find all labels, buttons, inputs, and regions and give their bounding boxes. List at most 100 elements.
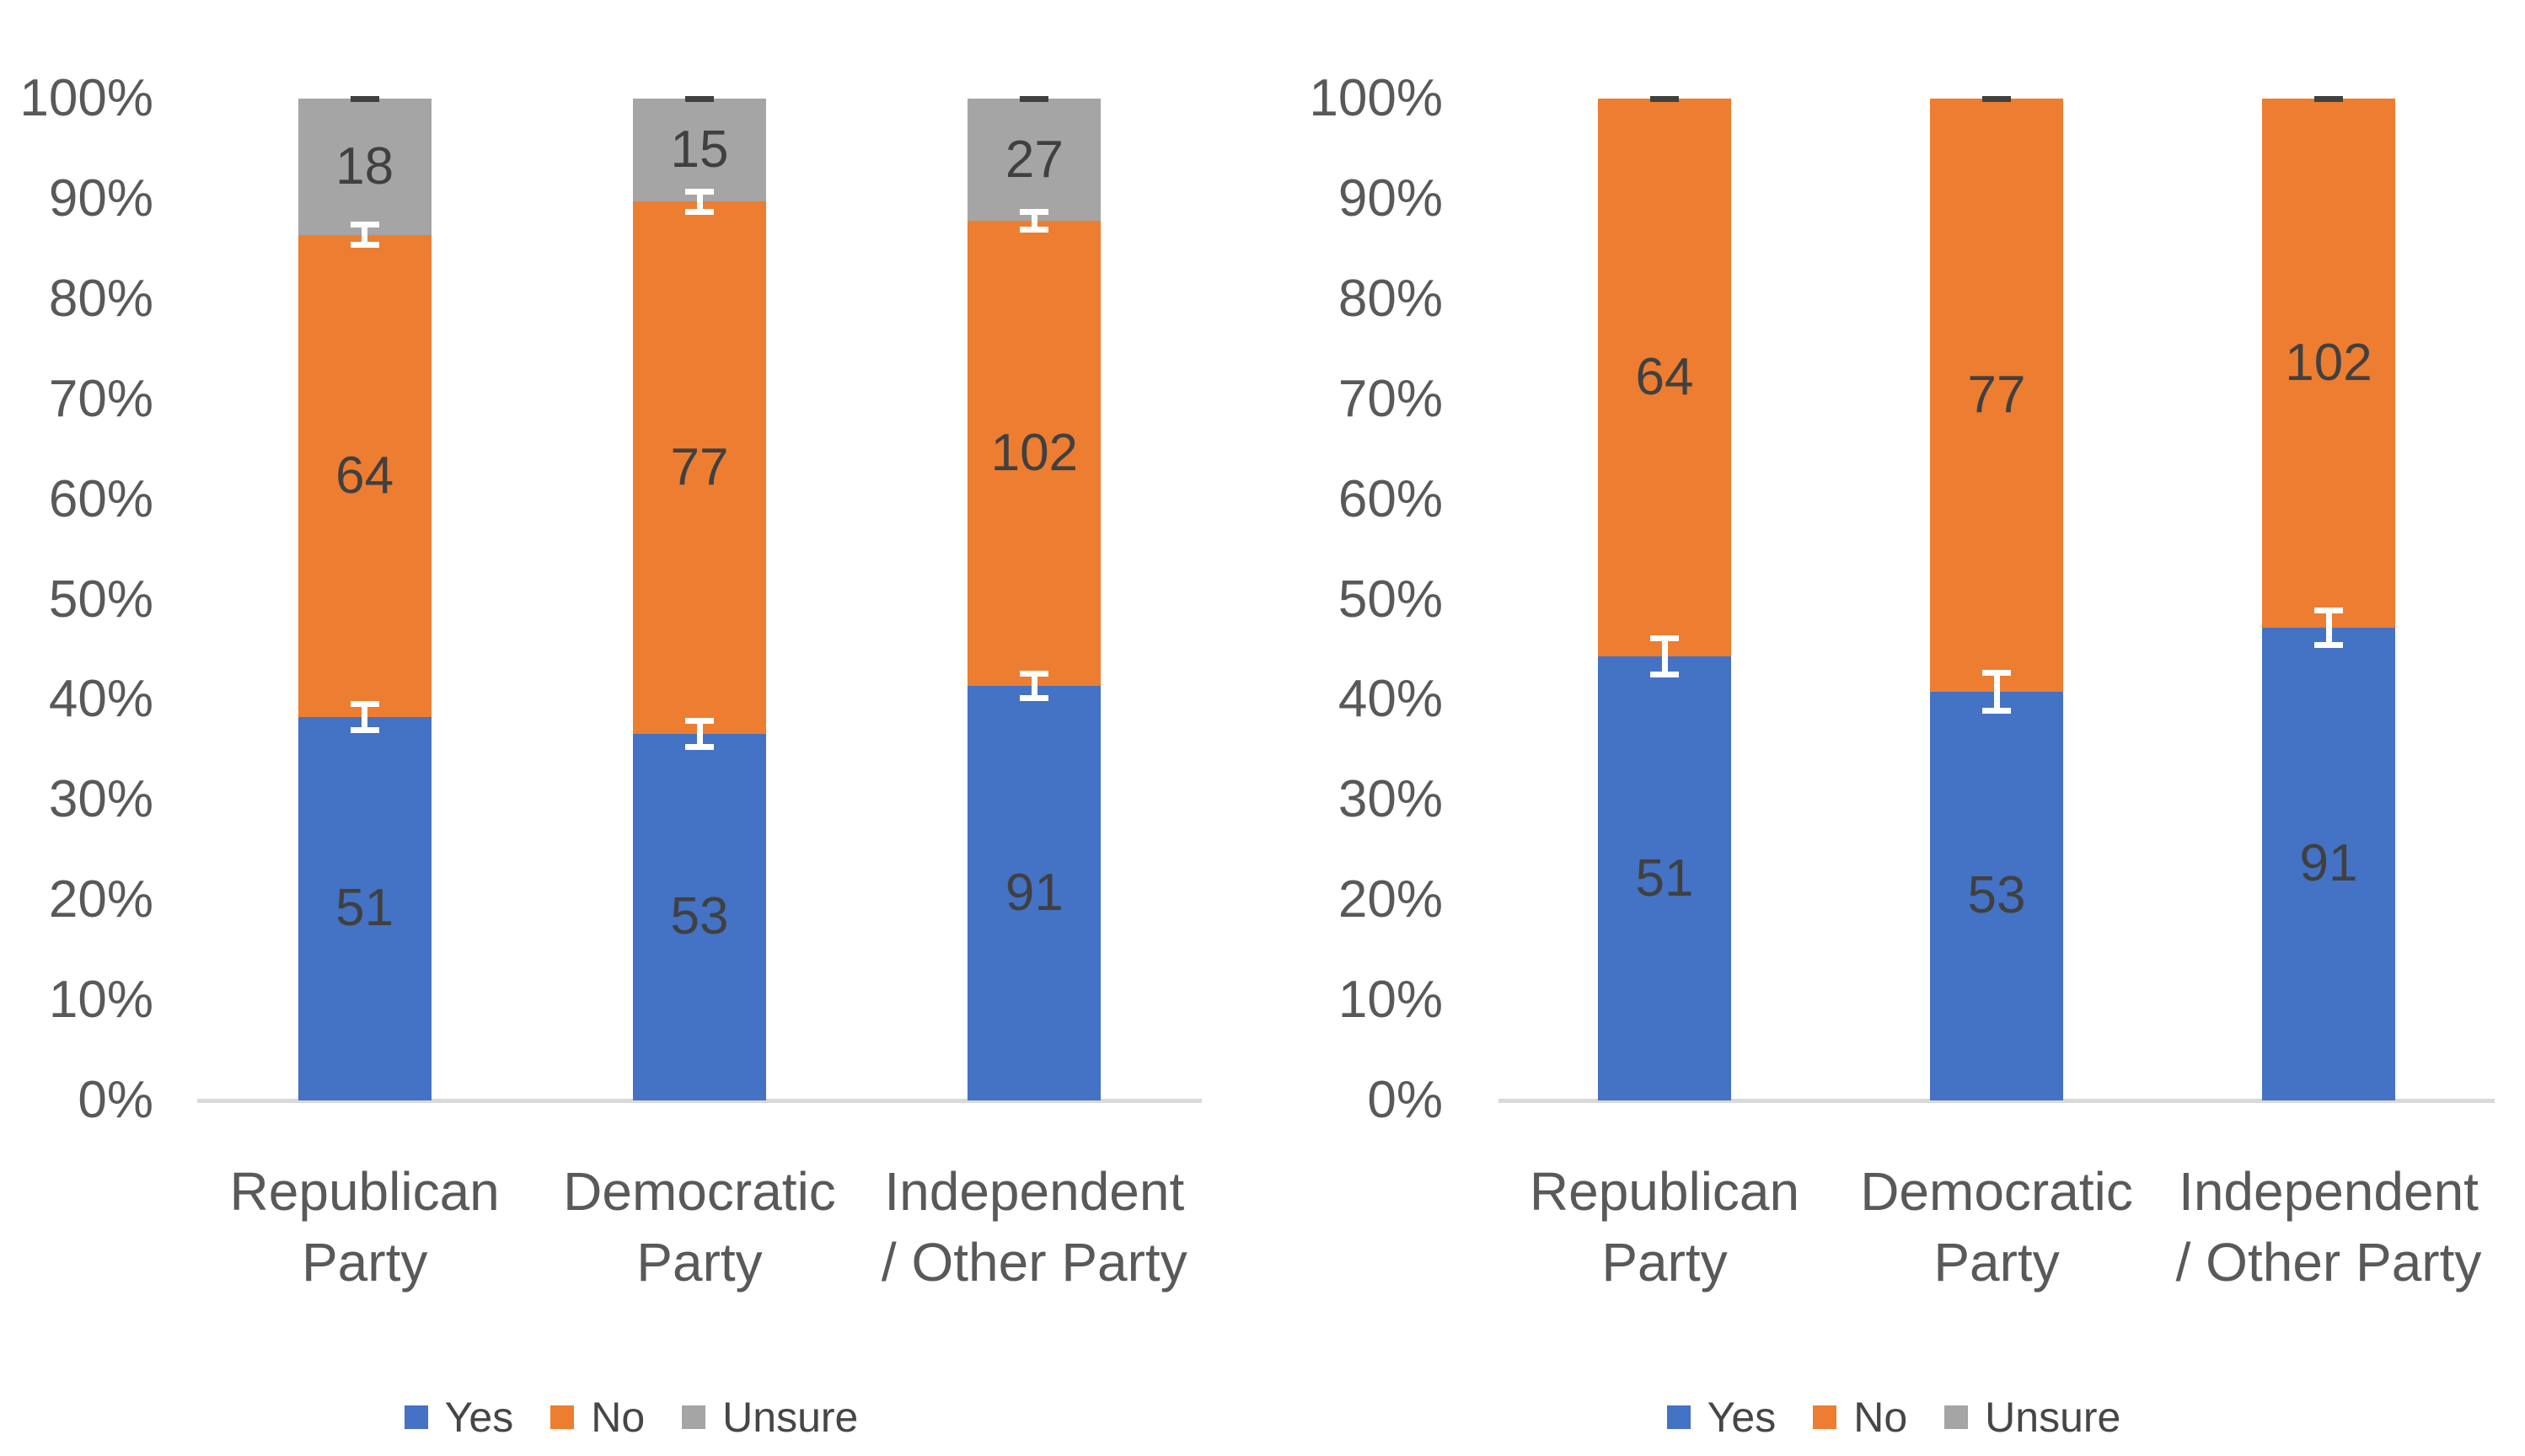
y-axis-tick-label: 60% [48, 469, 153, 528]
legend-item-unsure: Unsure [682, 1394, 858, 1440]
y-axis-tick-label: 20% [1338, 870, 1443, 929]
category-label: Republican Party [197, 1156, 532, 1298]
legend-label: Unsure [1985, 1394, 2121, 1441]
bar-segment-yes [968, 685, 1102, 1100]
stacked-bar: 51 64 18 [298, 99, 432, 1100]
error-bar-cap [1982, 669, 2011, 676]
y-axis-tick-label: 10% [1338, 971, 1443, 1030]
category-label-line: Party [1933, 1232, 2060, 1293]
y-axis-tick-label: 50% [48, 570, 153, 629]
legend-label: Unsure [722, 1394, 859, 1441]
plot-area: 51 64 53 77 91 102 [1498, 95, 2495, 1103]
error-bar-line [1031, 673, 1037, 699]
error-bar-cap [2314, 641, 2343, 648]
error-bar-line [1661, 638, 1668, 675]
bar-segment-yes [633, 733, 766, 1100]
error-bar-dash [1982, 95, 2011, 102]
error-bar-cap [1650, 635, 1679, 642]
error-bar-line [362, 704, 368, 731]
y-axis-tick-label: 10% [48, 971, 153, 1030]
error-bar-cap [685, 208, 714, 215]
y-axis-tick-label: 80% [48, 269, 153, 328]
legend: Yes No Unsure [1262, 1394, 2525, 1440]
bar-segment-no [2262, 99, 2395, 628]
error-bar-dash [1650, 95, 1679, 102]
y-axis-tick-label: 70% [48, 369, 153, 428]
plot-area: 51 64 18 53 77 15 91 102 27 [197, 95, 1202, 1103]
category-label-line: Party [301, 1232, 428, 1293]
y-axis-tick-label: 40% [1338, 670, 1443, 729]
data-label-no: 64 [335, 446, 394, 505]
y-axis-tick-label: 80% [1338, 269, 1443, 328]
category-label-line: Republican [1529, 1161, 1800, 1222]
error-bar-cap [1020, 208, 1049, 215]
stacked-bar: 91 102 [2262, 99, 2395, 1100]
legend: Yes No Unsure [0, 1394, 1262, 1440]
stacked-bar: 51 64 [1598, 99, 1731, 1100]
error-bar-dash [1020, 95, 1049, 102]
bar-segment-yes [1598, 656, 1731, 1100]
legend-label: Yes [444, 1394, 514, 1441]
data-label-unsure: 15 [670, 120, 729, 179]
error-bar-cap [350, 700, 379, 707]
error-bar-dash [350, 95, 379, 102]
error-bar-cap [685, 189, 714, 195]
category-label: Independent / Other Party [867, 1156, 1202, 1298]
error-bar-cap [685, 717, 714, 724]
y-axis-tick-label: 100% [1309, 69, 1443, 127]
category-label-line: Republican [229, 1161, 500, 1222]
x-axis-line [1498, 1099, 2495, 1103]
error-bar-cap [685, 743, 714, 750]
y-axis-tick-label: 50% [1338, 570, 1443, 629]
legend-swatch-unsure [682, 1405, 706, 1429]
error-bar-cap [2314, 608, 2343, 614]
data-label-yes: 51 [335, 879, 394, 938]
stacked-bar: 91 102 27 [968, 99, 1102, 1100]
x-axis-line [197, 1099, 1202, 1103]
legend-label: No [591, 1394, 646, 1441]
error-bar-cap [1020, 227, 1049, 233]
legend-swatch-unsure [1944, 1405, 1969, 1429]
y-axis-tick-label: 90% [48, 169, 153, 228]
y-axis-tick-label: 30% [1338, 770, 1443, 829]
category-label-line: / Other Party [2175, 1232, 2482, 1293]
category-label: Democratic Party [532, 1156, 866, 1298]
y-axis-tick-label: 100% [19, 69, 153, 127]
data-label-yes: 91 [1005, 863, 1064, 922]
bar-segment-unsure [968, 99, 1102, 222]
category-label-line: Democratic [563, 1161, 836, 1222]
stacked-bar: 53 77 [1930, 99, 2063, 1100]
category-label: Republican Party [1498, 1156, 1831, 1298]
category-label: Democratic Party [1831, 1156, 2163, 1298]
stacked-bar: 53 77 15 [633, 99, 766, 1100]
bar-segment-yes [2262, 627, 2395, 1100]
category-label-line: Independent [2179, 1161, 2479, 1222]
error-bar-cap [350, 222, 379, 228]
y-axis-tick-label: 60% [1338, 469, 1443, 528]
error-bar-line [696, 191, 703, 212]
bar-segment-unsure [633, 99, 766, 202]
legend-item-yes: Yes [1666, 1394, 1776, 1440]
bar-segment-yes [1930, 691, 2063, 1100]
data-label-yes: 51 [1635, 848, 1694, 907]
category-label-line: Democratic [1860, 1161, 2133, 1222]
error-bar-cap [1020, 670, 1049, 677]
y-axis-tick-label: 30% [48, 770, 153, 829]
legend-swatch-no [550, 1405, 575, 1429]
data-label-yes: 53 [670, 887, 729, 946]
bar-segment-unsure [298, 99, 432, 235]
bar-segment-yes [298, 716, 432, 1100]
data-label-no: 77 [670, 438, 729, 497]
category-axis: Republican Party Democratic Party Independen… [197, 1156, 1202, 1325]
y-axis-tick-label: 40% [48, 670, 153, 729]
data-label-unsure: 18 [335, 136, 394, 195]
y-axis-tick-label: 20% [48, 870, 153, 929]
error-bar-cap [350, 726, 379, 733]
chart-yes-no-only: 100% 90% 80% 70% 60% 50% 40% 30% 20% 10% 0% 51 64 53… [1262, 0, 2525, 1456]
category-label: Independent / Other Party [2163, 1156, 2495, 1298]
category-label-line: Party [1601, 1232, 1728, 1293]
y-axis: 100% 90% 80% 70% 60% 50% 40% 30% 20% 10% 0% [1262, 0, 1443, 1456]
legend-swatch-no [1813, 1405, 1837, 1429]
y-axis-tick-label: 90% [1338, 169, 1443, 228]
